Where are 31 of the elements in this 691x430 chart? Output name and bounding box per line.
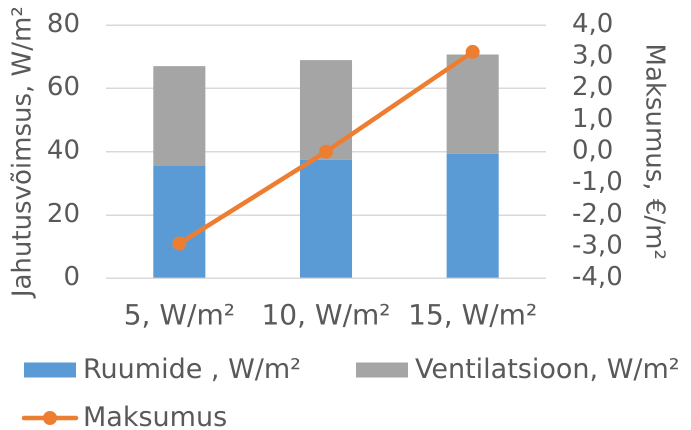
legend-label: Ventilatsioon, W/m² xyxy=(414,354,680,386)
y2-tick-label: 3,0 xyxy=(572,40,614,70)
y-tick-label: 40 xyxy=(46,135,80,166)
bar xyxy=(446,54,499,154)
y2-tick-label: -4,0 xyxy=(572,262,623,292)
bar xyxy=(300,60,352,160)
y2-tick-label: 4,0 xyxy=(572,8,614,39)
bar xyxy=(446,154,499,278)
x-tick-label: 15, W/m² xyxy=(408,298,538,332)
y-tick-label: 0 xyxy=(63,262,80,292)
bar xyxy=(153,166,206,278)
y2-tick-label: -2,0 xyxy=(572,198,623,229)
y2-tick-label: -3,0 xyxy=(572,230,623,260)
legend-label: Maksumus xyxy=(83,402,228,430)
x-tick-label: 10, W/m² xyxy=(261,298,391,332)
y2-tick-label: 0,0 xyxy=(572,135,614,166)
y2-axis-title: Maksumus, €/m² xyxy=(640,44,670,260)
y-axis-title: Jahutusvõimsus, W/m² xyxy=(7,6,38,300)
y-tick-label: 20 xyxy=(46,198,80,229)
y2-tick-label: 2,0 xyxy=(572,72,614,102)
y2-tick-label: -1,0 xyxy=(572,167,623,198)
x-tick-label: 5, W/m² xyxy=(124,298,235,332)
point xyxy=(466,44,480,59)
legend-label: Ruumide , W/m² xyxy=(83,354,301,386)
point xyxy=(172,236,186,251)
point xyxy=(319,144,333,159)
y-tick-label: 80 xyxy=(46,8,80,39)
y2-tick-label: 1,0 xyxy=(572,104,614,134)
bar xyxy=(153,66,206,166)
bar xyxy=(300,160,352,278)
y-tick-label: 60 xyxy=(46,72,80,102)
